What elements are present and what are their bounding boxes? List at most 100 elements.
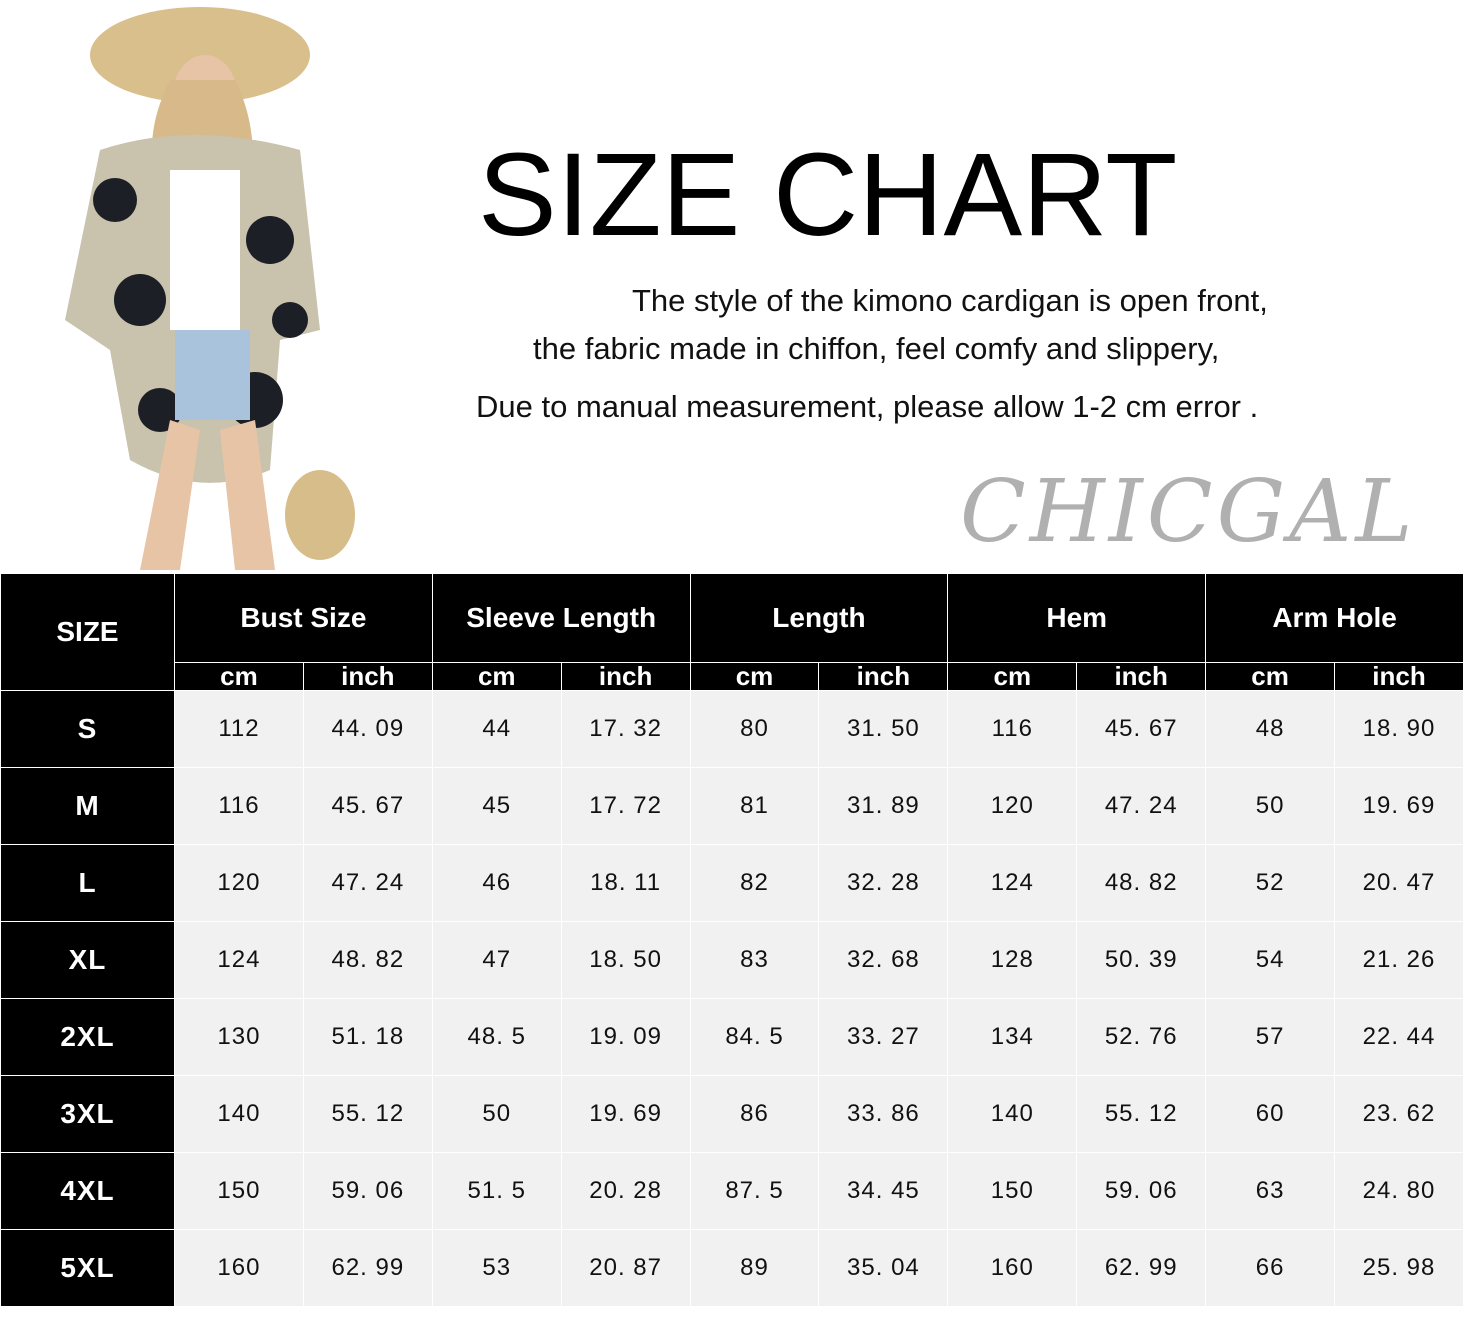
description-line: Due to manual measurement, please allow …: [476, 389, 1259, 424]
measurement-cell: 18. 11: [560, 844, 691, 922]
measurement-cell: 46: [431, 844, 562, 922]
size-chart-table: SIZE Bust Size Sleeve Length Length Hem Arm …: [0, 573, 1464, 1307]
table-row: 5XL 160 62. 99 53 20. 87 89 35. 04 160 62. 99 66 2…: [0, 1229, 1464, 1307]
model-photo: [65, 7, 355, 570]
measurement-cell: 53: [431, 1229, 562, 1307]
measurement-cell: 124: [174, 921, 304, 999]
measurement-cell: 20. 87: [560, 1229, 691, 1307]
description-line: The style of the kimono cardigan is open…: [632, 283, 1268, 318]
measurement-cell: 48. 82: [302, 921, 433, 999]
measurement-cell: 60: [1205, 1075, 1336, 1153]
size-label: M: [0, 767, 175, 845]
measurement-cell: 89: [689, 1229, 820, 1307]
measurement-cell: 45. 67: [302, 767, 433, 845]
table-row: S 112 44. 09 44 17. 32 80 31. 50 116 45. 67 48 18.…: [0, 690, 1464, 768]
measurement-cell: 124: [947, 844, 1078, 922]
measurement-cell: 32. 28: [818, 844, 949, 922]
measurement-cell: 51. 5: [431, 1152, 562, 1230]
measurement-cell: 80: [689, 690, 820, 768]
measurement-cell: 47. 24: [1076, 767, 1207, 845]
unit-header: cm: [174, 662, 304, 691]
size-label: 3XL: [0, 1075, 175, 1153]
measurement-cell: 160: [947, 1229, 1078, 1307]
measurement-cell: 63: [1205, 1152, 1336, 1230]
size-label: 2XL: [0, 998, 175, 1076]
measurement-cell: 52. 76: [1076, 998, 1207, 1076]
unit-header: inch: [560, 662, 691, 691]
size-label: S: [0, 690, 175, 768]
size-label: 5XL: [0, 1229, 175, 1307]
measurement-cell: 112: [174, 690, 304, 768]
measurement-cell: 48. 82: [1076, 844, 1207, 922]
measurement-cell: 134: [947, 998, 1078, 1076]
measurement-cell: 128: [947, 921, 1078, 999]
unit-header: inch: [1076, 662, 1207, 691]
measurement-cell: 47: [431, 921, 562, 999]
measurement-cell: 20. 28: [560, 1152, 691, 1230]
measurement-cell: 17. 72: [560, 767, 691, 845]
measurement-cell: 83: [689, 921, 820, 999]
measurement-cell: 150: [174, 1152, 304, 1230]
measurement-cell: 59. 06: [1076, 1152, 1207, 1230]
column-group-header: Arm Hole: [1205, 573, 1464, 663]
measurement-cell: 140: [947, 1075, 1078, 1153]
table-row: L 120 47. 24 46 18. 11 82 32. 28 124 48. 82 52 20.…: [0, 844, 1464, 922]
measurement-cell: 45: [431, 767, 562, 845]
measurement-cell: 18. 90: [1334, 690, 1464, 768]
description-line: the fabric made in chiffon, feel comfy a…: [533, 331, 1220, 366]
size-label: L: [0, 844, 175, 922]
measurement-cell: 87. 5: [689, 1152, 820, 1230]
straw-bag: [285, 470, 355, 560]
measurement-cell: 44: [431, 690, 562, 768]
measurement-cell: 34. 45: [818, 1152, 949, 1230]
measurement-cell: 160: [174, 1229, 304, 1307]
measurement-cell: 120: [947, 767, 1078, 845]
measurement-cell: 120: [174, 844, 304, 922]
measurement-cell: 48. 5: [431, 998, 562, 1076]
unit-header: cm: [1205, 662, 1336, 691]
measurement-cell: 25. 98: [1334, 1229, 1464, 1307]
measurement-cell: 31. 50: [818, 690, 949, 768]
table-row: 3XL 140 55. 12 50 19. 69 86 33. 86 140 55. 12 60 2…: [0, 1075, 1464, 1153]
table-row: XL 124 48. 82 47 18. 50 83 32. 68 128 50. 39 54 21…: [0, 921, 1464, 999]
measurement-cell: 51. 18: [302, 998, 433, 1076]
brand-watermark: CHICGAL: [960, 462, 1417, 562]
measurement-cell: 44. 09: [302, 690, 433, 768]
sun-hat: [90, 7, 310, 103]
measurement-cell: 18. 50: [560, 921, 691, 999]
measurement-cell: 35. 04: [818, 1229, 949, 1307]
measurement-cell: 66: [1205, 1229, 1336, 1307]
measurement-cell: 55. 12: [302, 1075, 433, 1153]
measurement-cell: 140: [174, 1075, 304, 1153]
measurement-cell: 50. 39: [1076, 921, 1207, 999]
measurement-cell: 19. 69: [1334, 767, 1464, 845]
measurement-cell: 55. 12: [1076, 1075, 1207, 1153]
size-label: 4XL: [0, 1152, 175, 1230]
table-row: 2XL 130 51. 18 48. 5 19. 09 84. 5 33. 27 134 52.…: [0, 998, 1464, 1076]
measurement-cell: 22. 44: [1334, 998, 1464, 1076]
measurement-cell: 81: [689, 767, 820, 845]
unit-header: cm: [431, 662, 562, 691]
measurement-cell: 82: [689, 844, 820, 922]
measurement-cell: 130: [174, 998, 304, 1076]
column-group-header: Sleeve Length: [431, 573, 691, 663]
measurement-cell: 116: [174, 767, 304, 845]
measurement-cell: 50: [431, 1075, 562, 1153]
measurement-cell: 33. 27: [818, 998, 949, 1076]
unit-header: cm: [689, 662, 820, 691]
measurement-cell: 17. 32: [560, 690, 691, 768]
size-label: XL: [0, 921, 175, 999]
measurement-cell: 47. 24: [302, 844, 433, 922]
measurement-cell: 54: [1205, 921, 1336, 999]
measurement-cell: 116: [947, 690, 1078, 768]
measurement-cell: 50: [1205, 767, 1336, 845]
column-group-header: Bust Size: [174, 573, 433, 663]
measurement-cell: 21. 26: [1334, 921, 1464, 999]
measurement-cell: 20. 47: [1334, 844, 1464, 922]
measurement-cell: 59. 06: [302, 1152, 433, 1230]
table-row: 4XL 150 59. 06 51. 5 20. 28 87. 5 34. 45 150 59.…: [0, 1152, 1464, 1230]
measurement-cell: 33. 86: [818, 1075, 949, 1153]
measurement-cell: 48: [1205, 690, 1336, 768]
measurement-cell: 84. 5: [689, 998, 820, 1076]
measurement-cell: 45. 67: [1076, 690, 1207, 768]
